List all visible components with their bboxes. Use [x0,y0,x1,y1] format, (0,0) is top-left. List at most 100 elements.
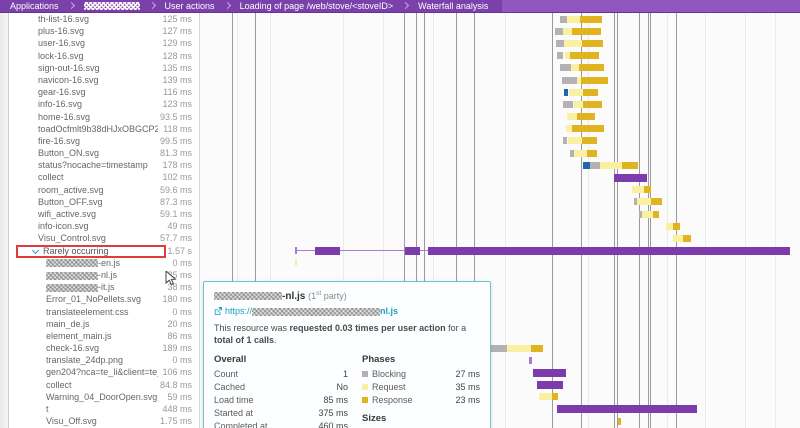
waterfall-bar-segment[interactable] [590,161,600,169]
waterfall-bar-segment[interactable] [569,88,583,96]
resource-row[interactable]: navicon-16.svg 139 ms [0,74,800,86]
waterfall-bar-segment[interactable] [583,88,598,96]
resource-url-link[interactable]: https://nl.js [214,306,480,316]
waterfall-bar-segment[interactable] [673,234,683,242]
resource-row[interactable]: -it.js 38 ms [0,281,800,293]
waterfall-bar-segment[interactable] [539,393,552,401]
waterfall-bar-segment[interactable] [644,186,651,194]
resource-row[interactable]: th-list-16.svg 125 ms [0,13,800,25]
waterfall-bar-segment[interactable] [574,100,583,108]
waterfall-bar-segment[interactable] [570,149,574,157]
waterfall-bar-segment[interactable] [583,161,590,169]
resource-row[interactable]: check-16.svg 189 ms [0,342,800,354]
waterfall-bar-segment[interactable] [552,393,558,401]
resource-row[interactable]: Button_ON.svg 81.3 ms [0,147,800,159]
breadcrumb-item-loading-of-page-web-stove-stoveid-[interactable]: Loading of page /web/stove/<stoveID> [239,1,394,11]
waterfall-bar-segment[interactable] [566,125,572,133]
resource-row[interactable]: Warning_04_DoorOpen.svg 59 ms [0,391,800,403]
resource-row[interactable]: toadOcfmlt9b38dHJxOBGCP2LEk6lMzYs... 118 … [0,123,800,135]
waterfall-bar-segment[interactable] [571,64,579,72]
waterfall-bar-segment[interactable] [582,137,597,145]
resource-row[interactable]: sign-out-16.svg 135 ms [0,62,800,74]
resource-row[interactable]: collect 84.8 ms [0,379,800,391]
waterfall-bar-segment[interactable] [632,186,644,194]
resource-row[interactable]: info-icon.svg 49 ms [0,220,800,232]
resource-row[interactable]: fire-16.svg 99.5 ms [0,135,800,147]
waterfall-bar-segment[interactable] [533,368,566,377]
resource-row[interactable]: Visu_Control.svg 57.7 ms [0,232,800,244]
group-row-rarely-occurring[interactable]: Rarely occurring 1.57 s [0,245,800,257]
resource-row[interactable]: lock-16.svg 128 ms [0,50,800,62]
waterfall-bar-segment[interactable] [557,405,697,414]
resource-row[interactable]: translate_24dp.png 0 ms [0,354,800,366]
waterfall-bar-segment[interactable] [639,210,642,218]
resource-row[interactable]: Visu_Off.svg 1.75 ms [0,415,800,427]
waterfall-bar-segment[interactable] [618,417,621,425]
waterfall-bar-segment[interactable] [614,173,647,182]
waterfall-bar-segment[interactable] [582,39,603,47]
waterfall-bar-segment[interactable] [531,344,543,352]
waterfall-bar-segment[interactable] [651,198,662,206]
waterfall-bar-segment[interactable] [315,246,340,255]
resource-row[interactable]: -nl.js 85 ms [0,269,800,281]
waterfall-bar-segment[interactable] [581,76,608,84]
waterfall-bar-segment[interactable] [579,64,604,72]
waterfall-bar-segment[interactable] [577,76,581,84]
waterfall-bar-segment[interactable] [574,149,587,157]
resource-row[interactable]: wifi_active.svg 59.1 ms [0,208,800,220]
resource-row[interactable]: translateelement.css 0 ms [0,306,800,318]
waterfall-bar-segment[interactable] [428,246,790,255]
waterfall-bar-segment[interactable] [563,27,572,35]
waterfall-bar-segment[interactable] [507,344,531,352]
resource-row[interactable]: user-16.svg 129 ms [0,37,800,49]
waterfall-bar-segment[interactable] [583,100,602,108]
resource-row[interactable]: Button_OFF.svg 87.3 ms [0,196,800,208]
waterfall-bar-segment[interactable] [537,380,563,389]
resource-row[interactable]: home-16.svg 93.5 ms [0,111,800,123]
resource-row[interactable]: gen204?nca=te_li&client=te_lib&logId... 1… [0,366,800,378]
waterfall-bar-segment[interactable] [556,39,564,47]
waterfall-bar-segment[interactable] [295,259,297,267]
waterfall-bar-segment[interactable] [560,15,567,23]
waterfall-bar-segment[interactable] [564,88,568,96]
resource-row[interactable]: status?nocache=timestamp 178 ms [0,159,800,171]
resource-row[interactable]: room_active.svg 59.6 ms [0,184,800,196]
waterfall-bar-segment[interactable] [568,137,582,145]
waterfall-bar-segment[interactable] [560,64,571,72]
resource-row[interactable]: -en.js 0 ms [0,257,800,269]
resource-row[interactable]: main_de.js 20 ms [0,318,800,330]
breadcrumb-item-user-actions[interactable]: User actions [164,1,215,11]
waterfall-bar-segment[interactable] [622,161,638,169]
resource-row[interactable]: collect 102 ms [0,171,800,183]
waterfall-bar-segment[interactable] [634,198,637,206]
waterfall-bar-segment[interactable] [557,52,563,60]
waterfall-bar-segment[interactable] [563,100,573,108]
waterfall-bar-segment[interactable] [563,137,567,145]
waterfall-bar-segment[interactable] [555,27,563,35]
waterfall-bar-segment[interactable] [673,222,680,230]
breadcrumb-item-waterfall-analysis[interactable]: Waterfall analysis [418,1,489,11]
waterfall-bar-segment[interactable] [600,161,622,169]
waterfall-bar-segment[interactable] [683,234,691,242]
waterfall-bar-segment[interactable] [572,27,601,35]
resource-row[interactable]: gear-16.svg 116 ms [0,86,800,98]
waterfall-bar-segment[interactable] [666,222,673,230]
waterfall-bar-segment[interactable] [642,210,653,218]
waterfall-bar-segment[interactable] [572,125,604,133]
waterfall-bar-segment[interactable] [405,246,420,255]
collapsed-side-rail[interactable] [0,13,9,428]
waterfall-bar-segment[interactable] [564,39,582,47]
waterfall-bar-segment[interactable] [580,15,602,23]
waterfall-bar-segment[interactable] [529,356,532,364]
waterfall-bar-segment[interactable] [567,113,577,121]
resource-row[interactable]: plus-16.svg 127 ms [0,25,800,37]
breadcrumb-item-redacted[interactable] [76,0,148,12]
resource-row[interactable]: Error_01_NoPellets.svg 180 ms [0,293,800,305]
breadcrumb-item-applications[interactable]: Applications [10,1,59,11]
waterfall-bar-segment[interactable] [570,52,599,60]
waterfall-bar-segment[interactable] [562,76,577,84]
waterfall-bar-segment[interactable] [490,344,507,352]
resource-row[interactable]: element_main.js 86 ms [0,330,800,342]
waterfall-bar-segment[interactable] [565,52,570,60]
resource-row[interactable]: t 448 ms [0,403,800,415]
